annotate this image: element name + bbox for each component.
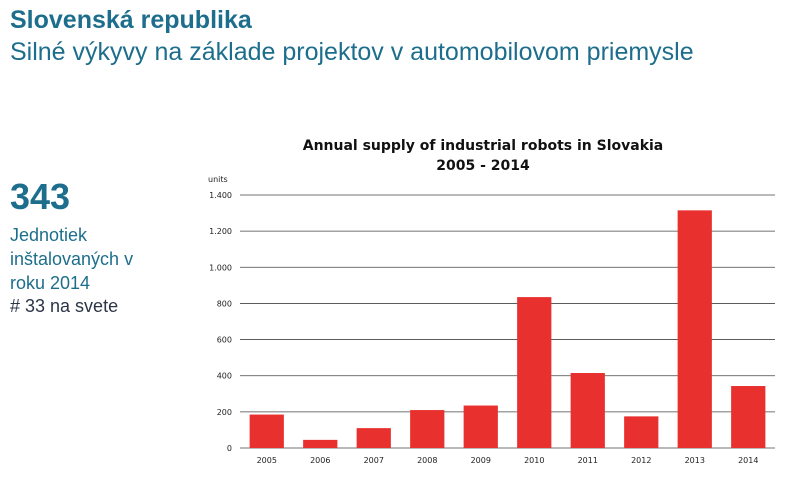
bar-2013 xyxy=(677,210,712,448)
y-tick-label: 1.400 xyxy=(209,191,232,200)
bar-2011 xyxy=(570,373,605,448)
kpi-description: Jednotiek inštalovaných v roku 2014 xyxy=(10,225,134,293)
y-tick-label: 600 xyxy=(217,336,232,345)
bar-layer xyxy=(249,210,766,448)
y-tick-label: 800 xyxy=(217,299,232,308)
bar-2012 xyxy=(624,416,659,448)
bar-2005 xyxy=(249,414,284,448)
robot-supply-chart: Annual supply of industrial robots in Sl… xyxy=(208,138,775,465)
bar-2009 xyxy=(463,405,498,448)
kpi-rank: # 33 na svete xyxy=(10,296,119,316)
x-tick-layer: 2005 2006 2007 2008 2009 2010 2011 2012 2013 2014 xyxy=(257,456,759,465)
y-axis-label: units xyxy=(208,175,228,184)
x-tick-label: 2005 xyxy=(257,456,277,465)
bar-2008 xyxy=(410,410,445,448)
chart-title: Annual supply of industrial robots in Sl… xyxy=(303,138,664,154)
x-tick-label: 2008 xyxy=(417,456,437,465)
y-tick-label: 200 xyxy=(217,408,232,417)
grid-layer xyxy=(240,194,775,449)
x-tick-label: 2014 xyxy=(738,456,758,465)
bar-2006 xyxy=(303,439,338,448)
y-tick-label: 0 xyxy=(227,444,232,453)
page-subtitle: Silné výkyvy na základe projektov v auto… xyxy=(10,38,694,66)
x-tick-label: 2012 xyxy=(631,456,651,465)
x-tick-label: 2009 xyxy=(471,456,491,465)
bar-2010 xyxy=(517,297,552,448)
x-tick-label: 2006 xyxy=(310,456,330,465)
y-tick-layer: 0 200 400 600 800 1.000 1.200 1.400 xyxy=(209,191,232,453)
x-tick-label: 2013 xyxy=(685,456,705,465)
bar-2007 xyxy=(356,428,391,448)
bar-2014 xyxy=(731,386,766,448)
y-tick-label: 1.200 xyxy=(209,227,232,236)
kpi-value: 343 xyxy=(10,176,71,217)
x-tick-label: 2011 xyxy=(578,456,598,465)
x-tick-label: 2007 xyxy=(364,456,384,465)
chart-subtitle: 2005 - 2014 xyxy=(436,158,530,174)
x-tick-label: 2010 xyxy=(524,456,544,465)
page-title: Slovenská republika xyxy=(10,6,252,34)
y-tick-label: 400 xyxy=(217,372,232,381)
y-tick-label: 1.000 xyxy=(209,263,232,272)
